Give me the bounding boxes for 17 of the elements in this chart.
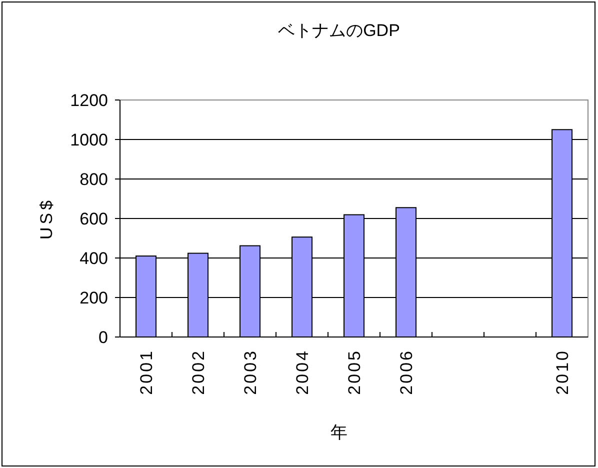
y-axis-title: US$	[37, 197, 56, 240]
x-tick-label: 2010	[553, 349, 572, 395]
y-tick-label: 1200	[70, 91, 108, 110]
x-tick-label: 2006	[397, 349, 416, 395]
y-tick-label: 600	[80, 210, 108, 228]
x-tick-label: 2001	[137, 349, 156, 395]
y-tick-label: 1000	[70, 130, 108, 150]
x-tick-label: 2003	[241, 349, 260, 395]
chart-title: ベトナムのGDP	[278, 21, 400, 40]
y-tick-label: 0	[98, 328, 108, 347]
y-tick-label: 400	[80, 249, 108, 268]
x-tick-label: 2002	[189, 349, 208, 395]
y-tick-label: 800	[80, 170, 108, 189]
y-tick-label: 200	[80, 288, 108, 308]
x-tick-label: 2005	[345, 349, 364, 395]
x-tick-label: 2004	[293, 349, 312, 395]
x-axis-title: 年	[330, 423, 348, 442]
